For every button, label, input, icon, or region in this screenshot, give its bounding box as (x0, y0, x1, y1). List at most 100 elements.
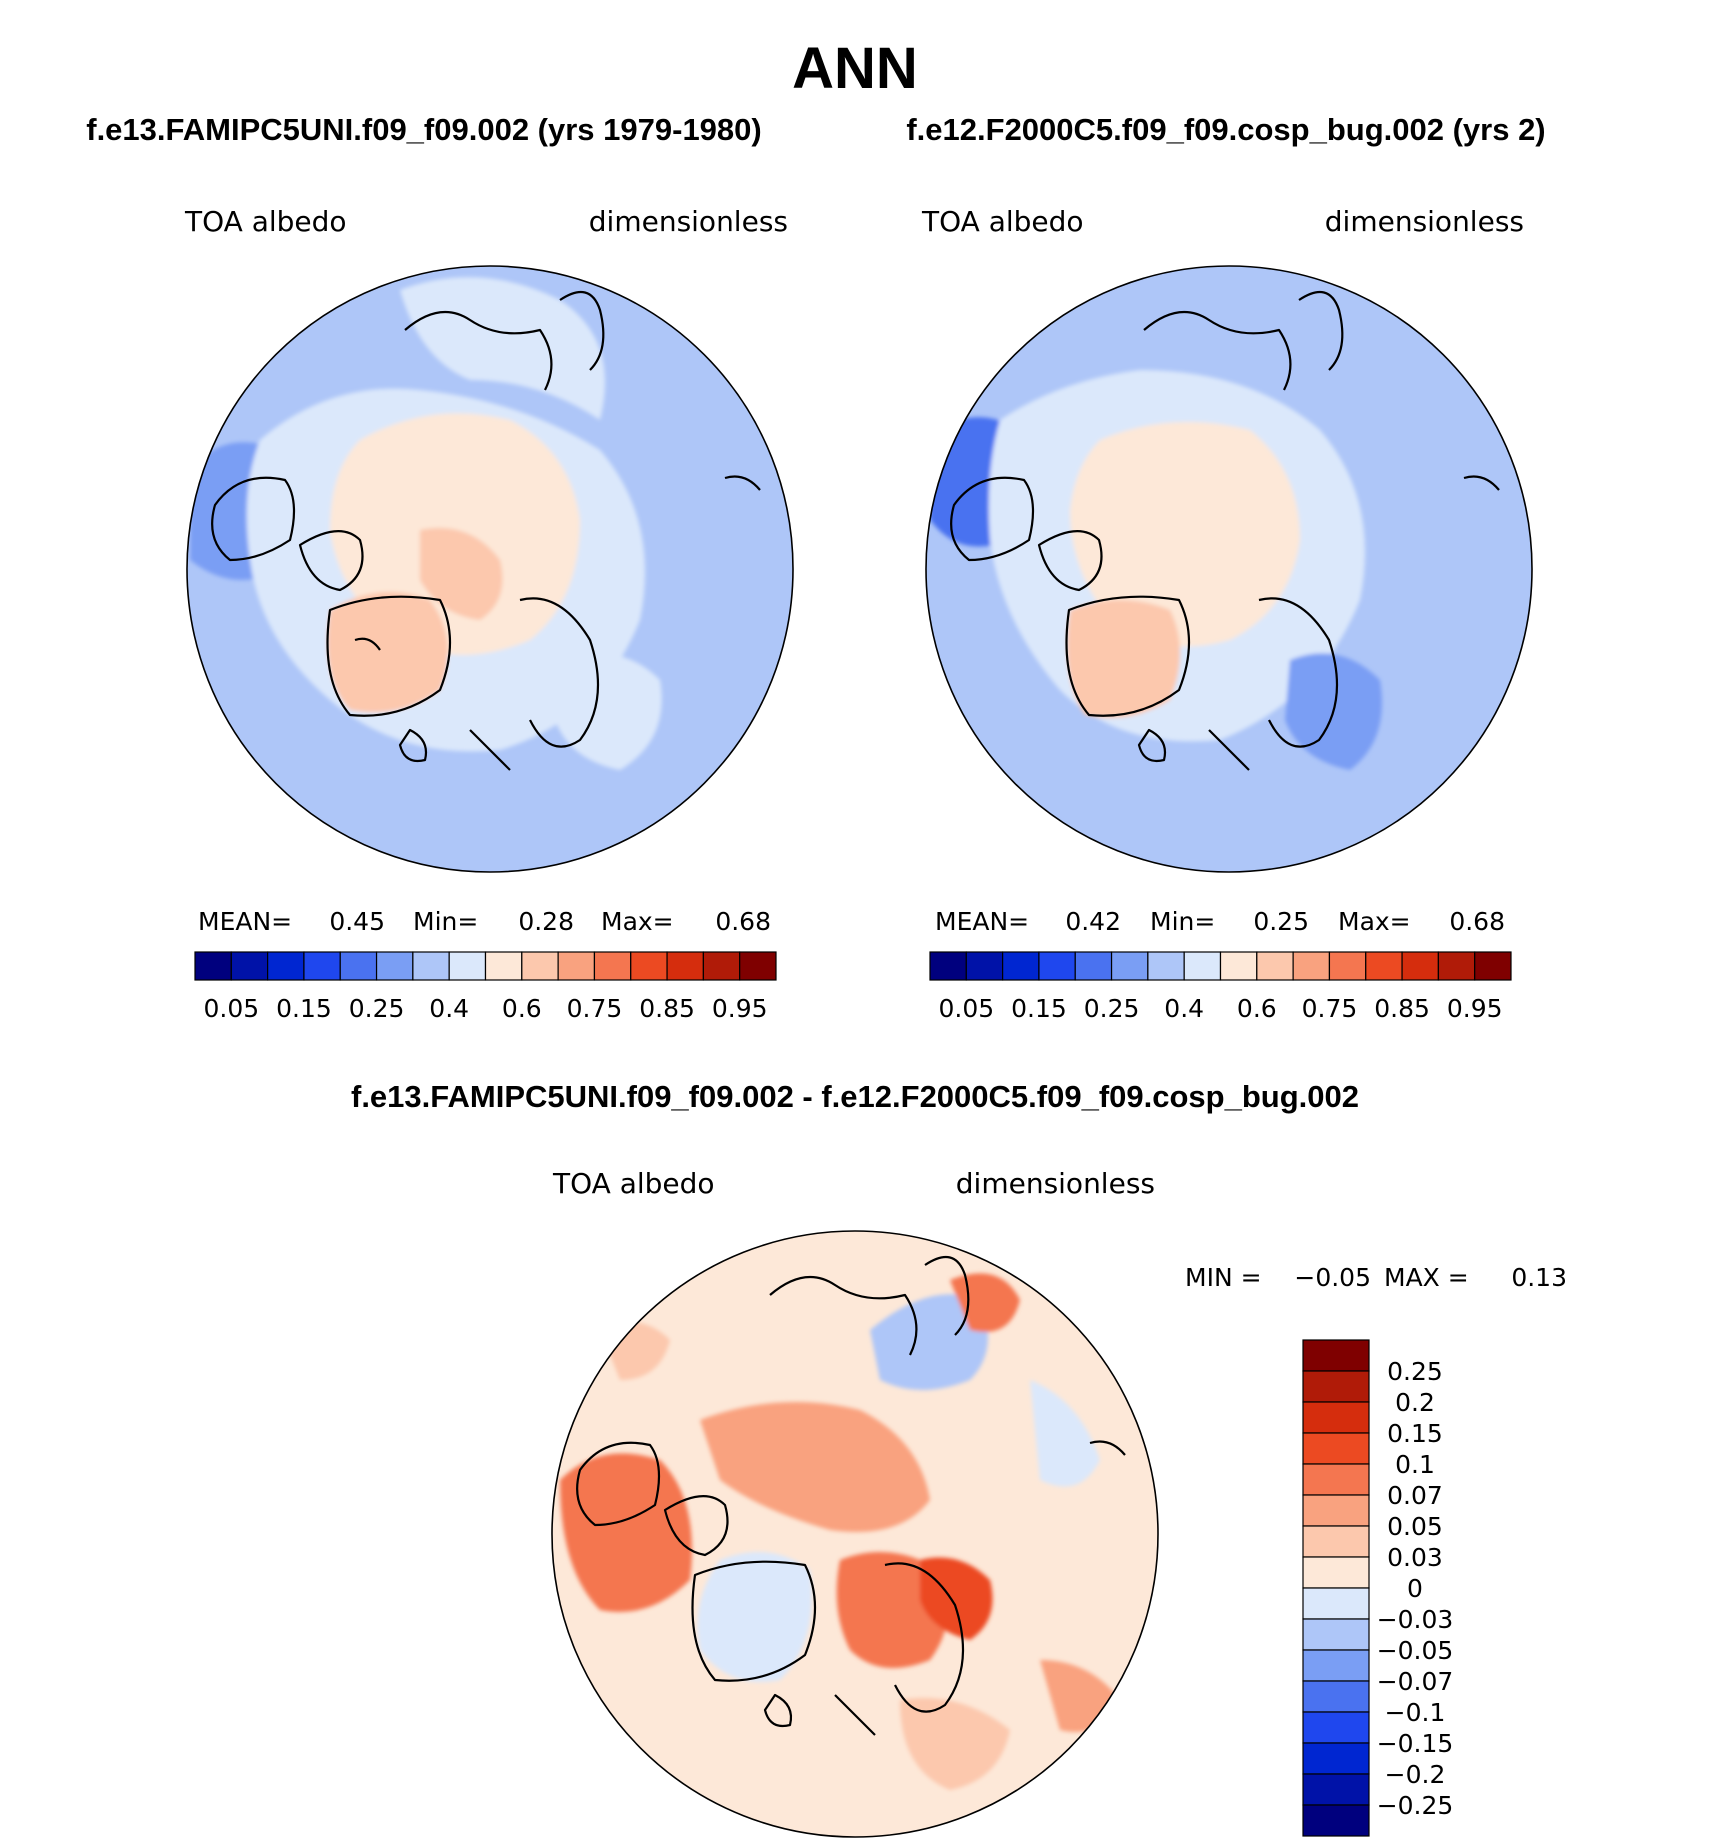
colorbar-tick-label: 0.25 (1084, 994, 1140, 1023)
colorbar-tick-label: 0.95 (1447, 994, 1503, 1023)
colorbar-box-3 (1038, 951, 1076, 981)
diff-colorbar-box-1 (1302, 1370, 1370, 1403)
diff-max-label: MAX = (1384, 1263, 1469, 1292)
diff-colorbar-tick-label: −0.05 (1377, 1636, 1454, 1665)
diff-region-pacific-neg (1030, 1380, 1100, 1487)
right-region-greenland (1067, 600, 1180, 718)
left-region-greenland (327, 592, 448, 713)
diff-colorbar-box-2 (1302, 1401, 1370, 1434)
diff-colorbar-box-4 (1302, 1463, 1370, 1496)
right-colorbar-ticks: 0.05 0.15 0.25 0.4 0.6 0.75 0.85 0.95 (938, 994, 1502, 1023)
right-max-value: 0.68 (1449, 907, 1505, 936)
diff-colorbar-ticks: 0.250.20.150.10.070.050.030−0.03−0.05−0.… (1377, 1357, 1454, 1820)
diff-max-value: 0.13 (1511, 1263, 1567, 1292)
colorbar-box-15 (739, 951, 777, 981)
colorbar-box-5 (1110, 951, 1149, 981)
left-max-label: Max= (601, 907, 674, 936)
colorbar-tick-label: 0.05 (938, 994, 994, 1023)
diff-colorbar-box-8 (1302, 1587, 1370, 1620)
diff-region-alaska (560, 1453, 692, 1612)
colorbar-box-12 (630, 951, 668, 981)
left-mean-value: 0.45 (329, 907, 385, 936)
colorbar-box-6 (412, 951, 450, 981)
colorbar-tick-label: 0.85 (1374, 994, 1430, 1023)
right-colorbar (929, 951, 1512, 981)
left-colorbar-ticks: 0.05 0.15 0.25 0.4 0.6 0.75 0.85 0.95 (203, 994, 767, 1023)
colorbar-box-12 (1365, 951, 1403, 981)
diff-region-europe (900, 1698, 1010, 1790)
diff-colorbar-box-5 (1302, 1494, 1370, 1527)
right-panel-subtitle: f.e12.F2000C5.f09_f09.cosp_bug.002 (yrs … (906, 112, 1545, 147)
diff-colorbar-box-9 (1302, 1618, 1370, 1651)
diff-colorbar-tick-label: 0.2 (1395, 1388, 1435, 1417)
diff-region-siberia-neg (870, 1294, 988, 1390)
diff-colorbar-box-13 (1302, 1742, 1370, 1775)
colorbar-box-10 (1292, 951, 1331, 981)
colorbar-box-9 (521, 951, 559, 981)
colorbar-box-1 (965, 951, 1004, 981)
colorbar-box-1 (230, 951, 269, 981)
colorbar-box-14 (702, 951, 741, 981)
diff-colorbar-tick-label: 0.15 (1387, 1419, 1443, 1448)
diff-region-canada-arctic (700, 1402, 930, 1532)
left-coastlines (211, 290, 761, 771)
colorbar-box-14 (1437, 951, 1476, 981)
diff-region-greenland-neg (697, 1552, 812, 1682)
colorbar-box-7 (448, 951, 487, 981)
left-min-value: 0.28 (518, 907, 574, 936)
colorbar-tick-label: 0.85 (639, 994, 695, 1023)
diff-variable-label: TOA albedo (552, 1167, 715, 1200)
colorbar-tick-label: 0.75 (567, 994, 623, 1023)
colorbar-tick-label: 0.4 (429, 994, 469, 1023)
right-coastlines (950, 290, 1500, 771)
diff-panel-subtitle: f.e13.FAMIPC5UNI.f09_f09.002 - f.e12.F20… (351, 1079, 1359, 1114)
diff-colorbar-tick-label: −0.03 (1377, 1605, 1454, 1634)
left-mean-label: MEAN= (198, 907, 292, 936)
left-units-label: dimensionless (589, 205, 788, 238)
colorbar-tick-label: 0.75 (1302, 994, 1358, 1023)
diff-colorbar (1302, 1339, 1370, 1837)
colorbar-box-8 (484, 951, 523, 981)
colorbar-box-4 (339, 951, 378, 981)
diff-colorbar-tick-label: −0.2 (1385, 1760, 1446, 1789)
left-map-border (186, 265, 794, 873)
colorbar-box-2 (267, 951, 305, 981)
colorbar-box-11 (1328, 951, 1367, 981)
diff-colorbar-box-0 (1302, 1339, 1370, 1372)
right-map-border (925, 265, 1533, 873)
right-region-arctic-ocean (1070, 422, 1300, 647)
colorbar-tick-label: 0.6 (502, 994, 542, 1023)
left-panel-subtitle: f.e13.FAMIPC5UNI.f09_f09.002 (yrs 1979-1… (86, 112, 761, 147)
diff-region-kara-high (920, 1557, 993, 1640)
colorbar-box-9 (1256, 951, 1294, 981)
left-colorbar (194, 951, 777, 981)
left-region-europe (555, 653, 662, 770)
diff-min-value: −0.05 (1294, 1263, 1371, 1292)
diff-colorbar-box-12 (1302, 1711, 1370, 1744)
colorbar-box-10 (557, 951, 596, 981)
diff-polar-map (551, 1230, 1159, 1838)
diff-colorbar-tick-label: 0 (1407, 1574, 1423, 1603)
diff-colorbar-box-7 (1302, 1556, 1370, 1589)
left-max-value: 0.68 (715, 907, 771, 936)
colorbar-box-13 (1401, 951, 1439, 981)
diff-min-label: MIN = (1185, 1263, 1262, 1292)
right-units-label: dimensionless (1325, 205, 1524, 238)
colorbar-box-13 (666, 951, 704, 981)
diff-colorbar-box-15 (1302, 1804, 1370, 1837)
right-min-label: Min= (1150, 907, 1215, 936)
colorbar-box-15 (1474, 951, 1512, 981)
diff-colorbar-tick-label: 0.05 (1387, 1512, 1443, 1541)
diff-colorbar-box-14 (1302, 1773, 1370, 1806)
colorbar-box-11 (593, 951, 632, 981)
right-variable-label: TOA albedo (921, 205, 1084, 238)
right-min-value: 0.25 (1253, 907, 1309, 936)
colorbar-tick-label: 0.15 (1011, 994, 1067, 1023)
diff-colorbar-tick-label: −0.07 (1377, 1667, 1454, 1696)
diff-colorbar-tick-label: −0.1 (1385, 1698, 1446, 1727)
colorbar-box-0 (929, 951, 967, 981)
diff-colorbar-tick-label: −0.25 (1377, 1791, 1454, 1820)
left-variable-label: TOA albedo (184, 205, 347, 238)
colorbar-tick-label: 0.6 (1237, 994, 1277, 1023)
